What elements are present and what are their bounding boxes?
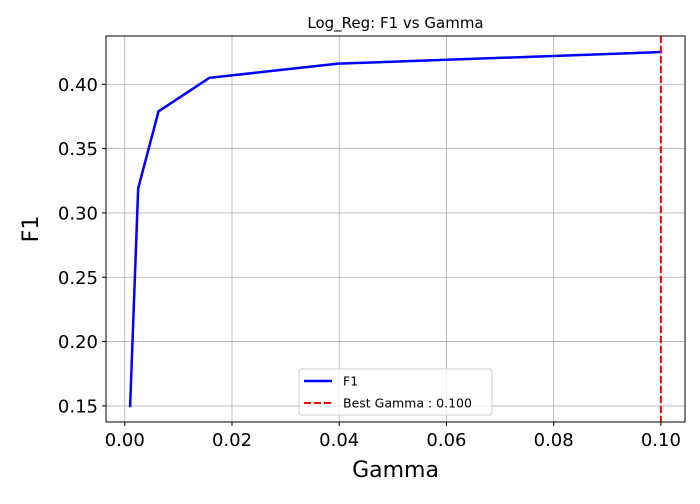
- x-tick-label: 0.08: [534, 430, 574, 451]
- x-tick-label: 0.10: [641, 430, 681, 451]
- x-tick-label: 0.00: [105, 430, 145, 451]
- plot-frame: [105, 35, 686, 423]
- x-axis-label: Gamma: [352, 458, 439, 483]
- legend-box: [298, 368, 493, 416]
- y-tick-label: 0.15: [58, 396, 98, 417]
- y-axis-label: F1: [19, 216, 44, 243]
- x-tick-label: 0.06: [426, 430, 466, 451]
- x-tick-label: 0.04: [319, 430, 359, 451]
- y-tick-label: 0.40: [58, 75, 98, 96]
- y-tick-label: 0.35: [58, 139, 98, 160]
- legend-label-best-gamma: Best Gamma : 0.100: [343, 396, 472, 411]
- chart-title: Log_Reg: F1 vs Gamma: [307, 14, 483, 33]
- y-tick-label: 0.30: [58, 203, 98, 224]
- legend: F1 Best Gamma : 0.100: [298, 368, 493, 416]
- tick-layer: 0.00 0.02 0.04 0.06 0.08 0.10 0.15 0.20 0.25 0.30…: [58, 75, 681, 451]
- series-layer: [128, 36, 663, 422]
- series-line-f1: [128, 50, 663, 408]
- x-tick-label: 0.02: [212, 430, 252, 451]
- y-tick-label: 0.25: [58, 268, 98, 289]
- legend-label-f1: F1: [343, 374, 358, 389]
- y-tick-label: 0.20: [58, 332, 98, 353]
